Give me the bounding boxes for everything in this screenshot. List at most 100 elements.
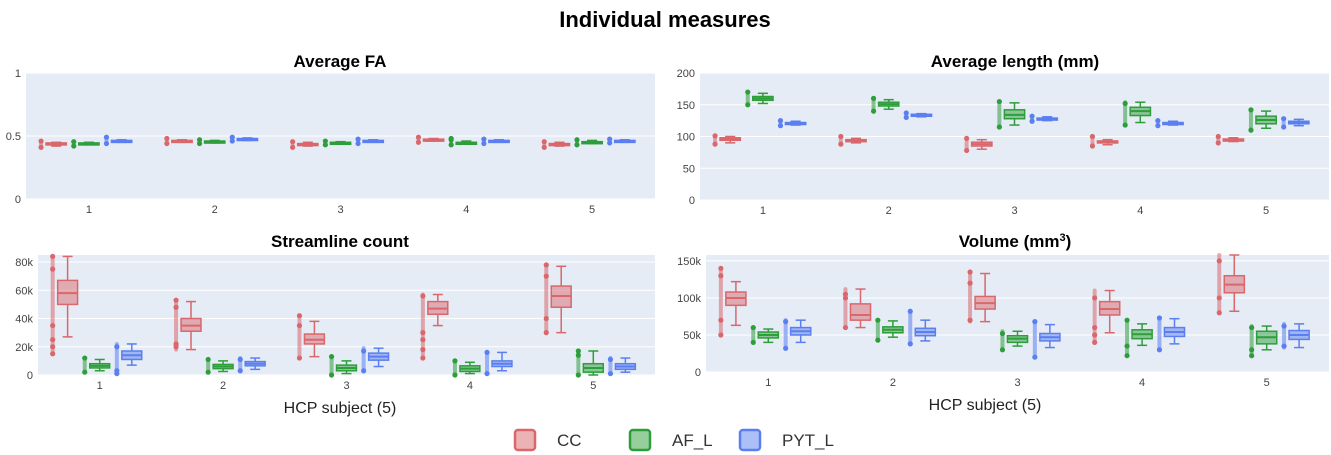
gridlines — [26, 72, 655, 200]
legend-item-cc[interactable]: CC — [513, 428, 582, 452]
y-tick-label: 0.5 — [6, 131, 21, 143]
legend-item-pyt-l[interactable]: PYT_L — [738, 428, 834, 452]
box-cc-subject-1 — [718, 265, 747, 338]
legend-swatch — [738, 428, 762, 452]
box-af-l-subject-5 — [575, 348, 604, 378]
box-cc-subject-5 — [1216, 253, 1246, 316]
x-tick-label: 4 — [1139, 377, 1145, 389]
box-cc-subject-3 — [290, 139, 319, 150]
y-tick-label: 150k — [677, 256, 701, 268]
box-cc-subject-3 — [296, 313, 326, 361]
x-tick-label: 5 — [1263, 205, 1269, 217]
box-marks — [50, 253, 637, 378]
x-tick-label: 4 — [1137, 205, 1143, 217]
x-tick-label: 1 — [97, 380, 103, 392]
y-tick-label: 0 — [689, 195, 695, 207]
y-tick-label: 100k — [677, 293, 701, 305]
subplot-streamline-count: 0 20k 40k 60k 80k 1 2 3 4 5 Streamline count HCP… — [15, 232, 655, 417]
box-af-l-subject-1 — [71, 139, 100, 149]
legend-item-af-l[interactable]: AF_L — [628, 428, 713, 452]
y-tick-label: 1 — [15, 68, 21, 80]
box-af-l-subject-1 — [750, 324, 780, 345]
box-af-l-subject-4 — [448, 135, 478, 148]
box-af-l-subject-2 — [205, 356, 234, 375]
box-cc-subject-1 — [38, 138, 68, 150]
subplot-volume: 0 50k 100k 150k 1 2 3 4 5 Volume (mm3) HCP subj… — [677, 232, 1329, 414]
box-pyt-l-subject-4 — [484, 349, 513, 377]
x-tick-label: 3 — [337, 204, 343, 216]
x-tick-label: 5 — [1264, 377, 1270, 389]
box-pyt-l-subject-3 — [355, 136, 385, 147]
box-pyt-l-subject-4 — [1156, 315, 1186, 353]
x-tick-label: 3 — [1011, 205, 1017, 217]
box-pyt-l-subject-4 — [1155, 118, 1184, 129]
subplot-title: Streamline count — [271, 232, 409, 251]
box-pyt-l-subject-5 — [607, 136, 636, 146]
box-cc-subject-4 — [415, 134, 445, 145]
y-tick-label: 100 — [677, 132, 695, 144]
y-axis: 0 50k 100k 150k — [677, 256, 701, 379]
x-tick-label: 1 — [765, 377, 771, 389]
subplot-title: Average FA — [294, 52, 387, 71]
y-tick-label: 150 — [677, 100, 695, 112]
x-tick-label: 2 — [212, 204, 218, 216]
plot-background — [706, 255, 1329, 372]
box-af-l-subject-3 — [322, 138, 352, 148]
box-pyt-l-subject-2 — [237, 356, 266, 374]
y-tick-label: 80k — [15, 257, 33, 269]
box-pyt-l-subject-4 — [481, 136, 510, 147]
box-pyt-l-subject-3 — [1032, 319, 1061, 360]
y-tick-label: 60k — [15, 285, 33, 297]
y-tick-label: 50k — [683, 330, 701, 342]
box-pyt-l-subject-3 — [361, 346, 390, 374]
box-cc-subject-2 — [838, 133, 867, 147]
x-axis-label: HCP subject (5) — [929, 397, 1042, 414]
figure-title: Individual measures — [559, 7, 771, 32]
legend-swatch — [628, 428, 652, 452]
x-axis: 1 2 3 4 5 — [86, 204, 595, 216]
y-tick-label: 200 — [677, 68, 695, 80]
box-af-l-subject-4 — [452, 358, 481, 378]
y-axis: 0 20k 40k 60k 80k — [15, 257, 33, 382]
box-af-l-subject-5 — [1248, 107, 1277, 133]
x-tick-label: 5 — [589, 204, 595, 216]
box-marks — [712, 89, 1310, 154]
box-cc-subject-1 — [50, 253, 79, 357]
box-pyt-l-subject-1 — [114, 341, 143, 377]
box-pyt-l-subject-5 — [607, 356, 637, 377]
x-tick-label: 2 — [890, 377, 896, 389]
x-tick-label: 4 — [467, 380, 473, 392]
x-tick-label: 2 — [220, 380, 226, 392]
gridlines — [700, 72, 1329, 201]
box-cc-subject-5 — [543, 262, 572, 336]
x-axis: 1 2 3 4 5 — [760, 205, 1269, 217]
legend-label: PYT_L — [782, 431, 834, 450]
title-superscript: 3 — [1059, 232, 1065, 244]
box-af-l-subject-3 — [996, 98, 1026, 130]
box-pyt-l-subject-5 — [1281, 321, 1310, 350]
legend: CC AF_L PYT_L — [513, 428, 834, 452]
x-axis-label: HCP subject (5) — [284, 400, 397, 417]
x-axis: 1 2 3 4 5 — [97, 380, 597, 392]
box-cc-subject-3 — [964, 135, 993, 154]
box-af-l-subject-2 — [196, 137, 226, 147]
box-af-l-subject-1 — [82, 355, 111, 375]
box-marks — [718, 253, 1310, 360]
box-pyt-l-subject-2 — [907, 308, 937, 347]
box-cc-subject-1 — [712, 133, 742, 147]
box-af-l-subject-2 — [875, 317, 904, 343]
subplot-title: Volume (mm3) — [959, 232, 1072, 251]
box-cc-subject-5 — [1215, 133, 1245, 146]
y-tick-label: 40k — [15, 314, 33, 326]
box-cc-subject-5 — [541, 139, 571, 150]
box-af-l-subject-5 — [574, 137, 603, 148]
x-tick-label: 1 — [760, 205, 766, 217]
box-af-l-subject-3 — [999, 329, 1029, 353]
legend-label: AF_L — [672, 431, 713, 450]
iqr-box — [849, 303, 872, 321]
y-tick-label: 0 — [695, 367, 701, 379]
box-cc-subject-2 — [173, 297, 202, 352]
y-tick-label: 0 — [15, 194, 21, 206]
